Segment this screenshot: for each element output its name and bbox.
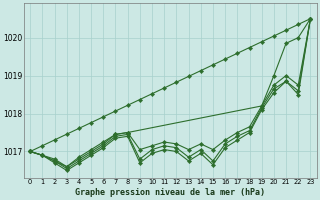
X-axis label: Graphe pression niveau de la mer (hPa): Graphe pression niveau de la mer (hPa) <box>75 188 265 197</box>
